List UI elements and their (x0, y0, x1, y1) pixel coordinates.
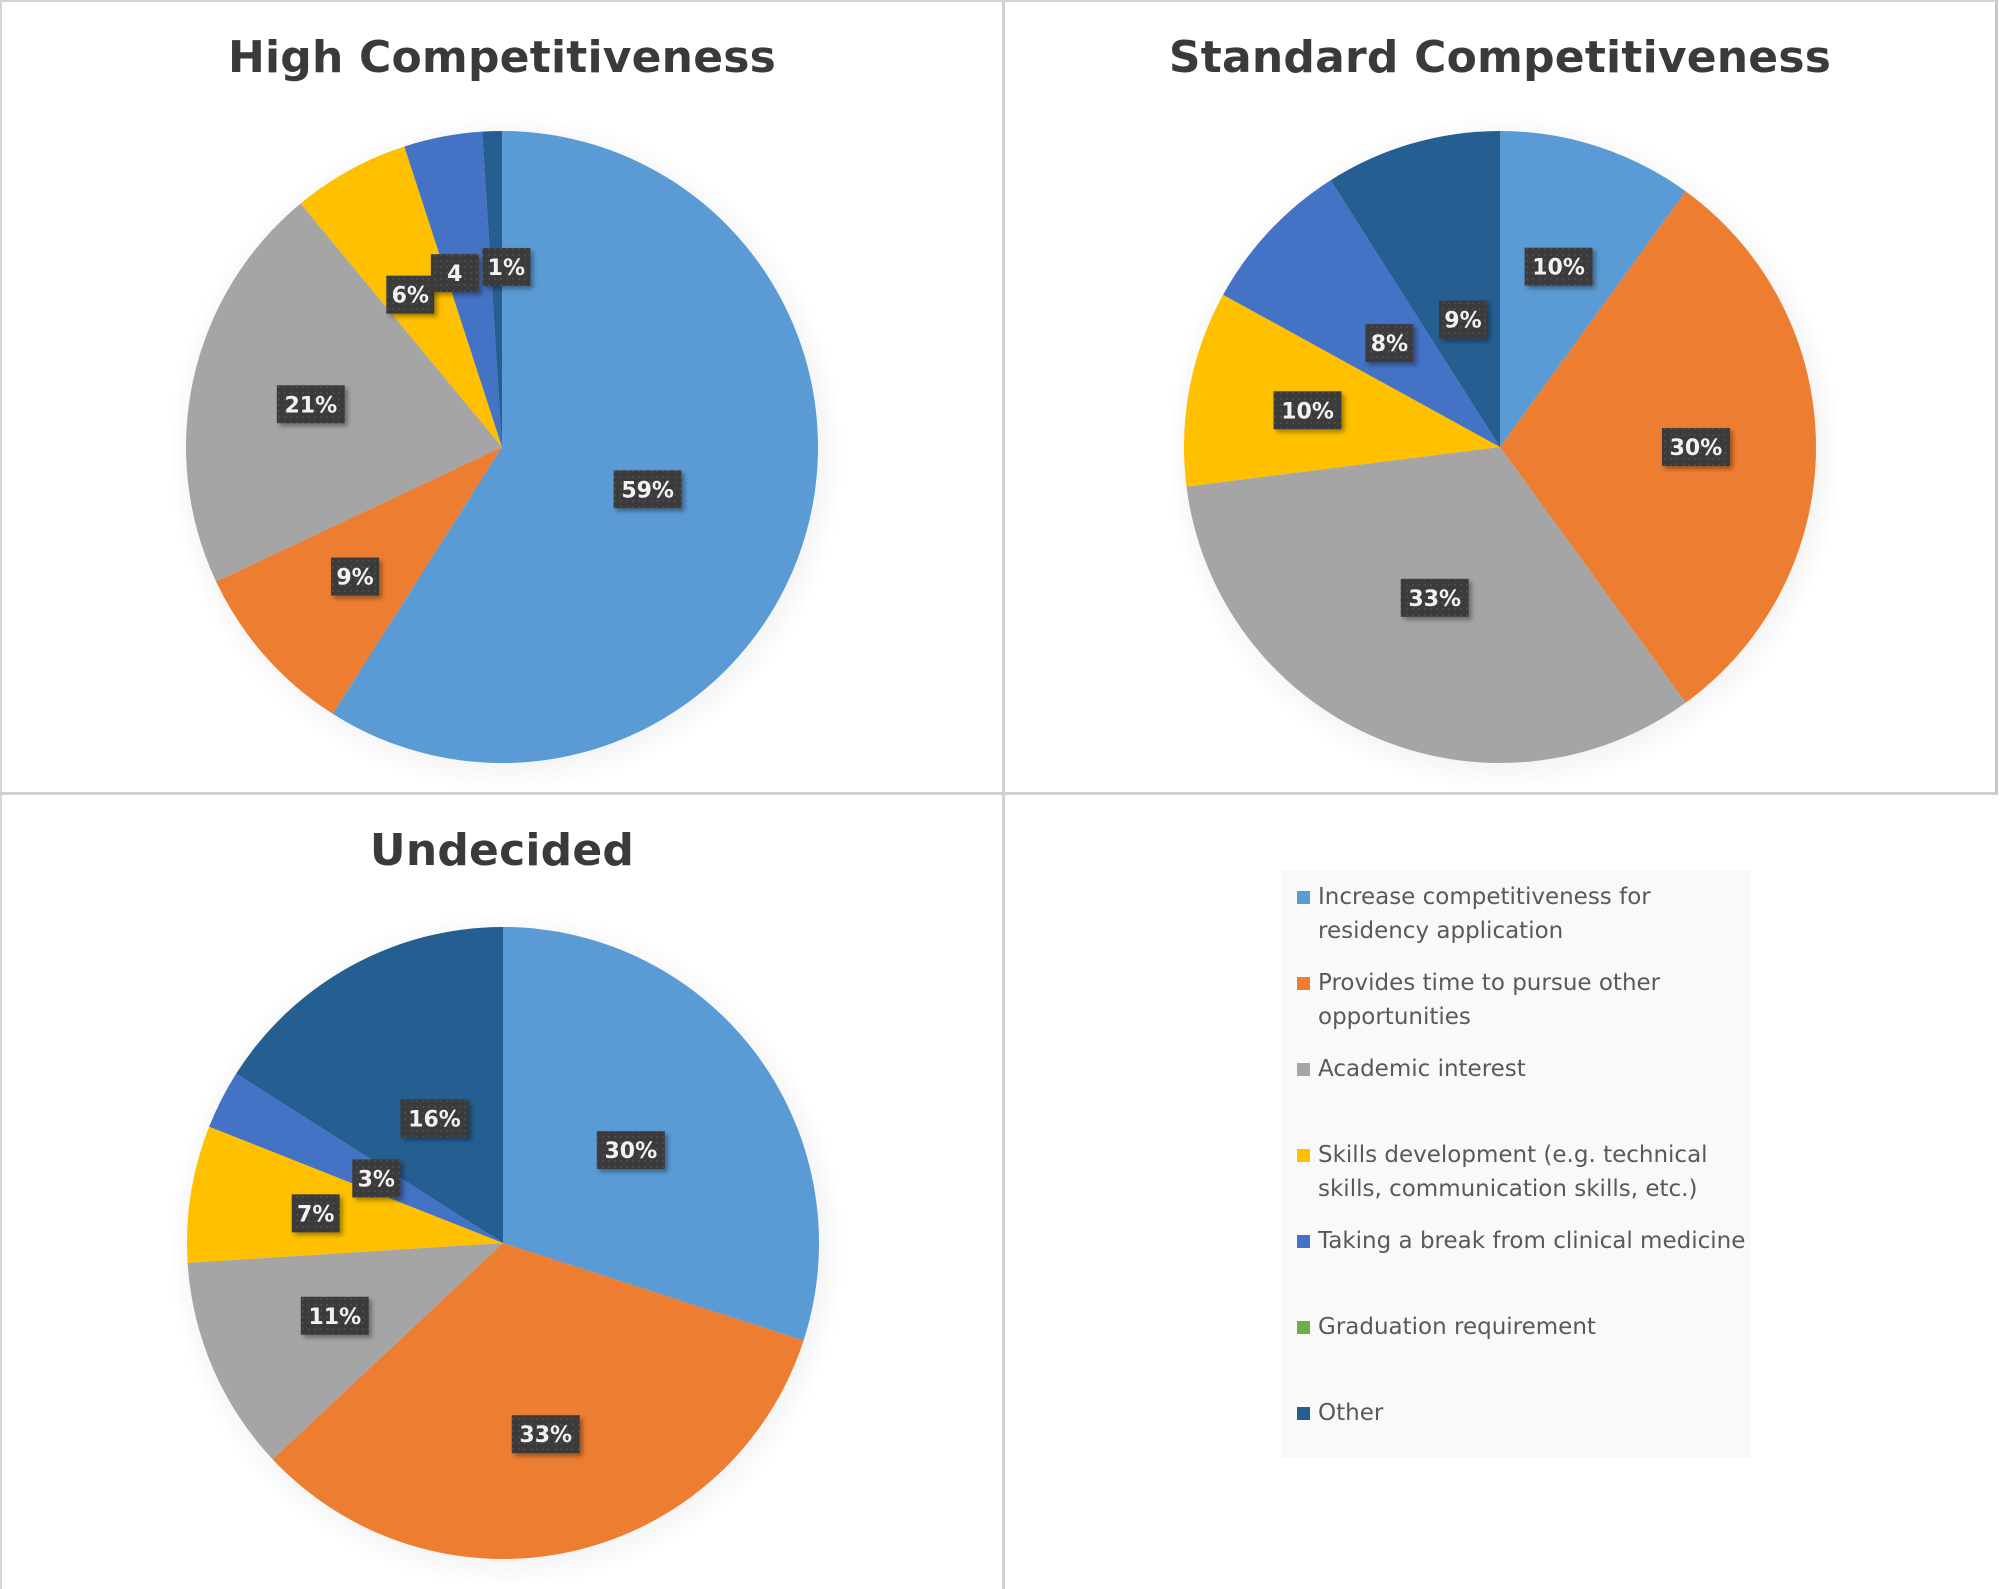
data-label-text: 30% (604, 1139, 657, 1164)
legend-item: Skills development (e.g. technical skill… (1297, 1138, 1747, 1206)
data-label: 9% (1438, 300, 1487, 339)
data-label-box (511, 1415, 580, 1454)
data-label-text: 8% (1371, 332, 1408, 357)
legend-swatch (1297, 1149, 1310, 1162)
pie-chart-2: 30% 33% 11% 7% 3% 16% (169, 911, 845, 1587)
data-label: 30% (1661, 428, 1730, 466)
legend-label: Increase competitiveness for residency a… (1318, 884, 1651, 944)
data-label-text: 9% (336, 566, 373, 591)
data-label-box (386, 275, 435, 314)
data-label-box (596, 1131, 665, 1170)
data-label-text: 16% (408, 1107, 461, 1132)
panel-legend: Increase competitiveness for residency a… (1002, 795, 2000, 1589)
data-label-box (1273, 391, 1342, 430)
data-label: 21% (276, 385, 345, 424)
legend-item: Academic interest (1297, 1052, 1747, 1086)
data-label-box (291, 1194, 340, 1233)
data-label: 16% (400, 1099, 469, 1138)
data-label-text: 3% (358, 1167, 395, 1192)
data-label-box (1400, 578, 1469, 617)
legend-label: Provides time to pursue other opportunit… (1318, 970, 1661, 1030)
data-label: 3% (352, 1159, 401, 1198)
data-label-text: 4 (447, 262, 462, 287)
pie-slice (187, 1126, 503, 1263)
legend-item: Graduation requirement (1297, 1310, 1747, 1344)
data-label: 10% (1273, 391, 1342, 430)
data-label-text: 21% (284, 393, 337, 418)
legend-label: Taking a break from clinical medicine (1318, 1228, 1746, 1254)
pie-slice (209, 1073, 504, 1243)
legend-label: Other (1318, 1400, 1384, 1426)
data-label-text: 30% (1670, 436, 1723, 461)
pie-slice (272, 1243, 804, 1559)
pie-slice (1500, 191, 1816, 703)
pie-slice (1184, 294, 1500, 487)
pie-slice (236, 927, 503, 1243)
data-label-box (1524, 247, 1593, 286)
legend-item: Provides time to pursue other opportunit… (1297, 966, 1747, 1034)
legend-swatch (1297, 1321, 1310, 1334)
legend-swatch (1297, 1407, 1310, 1420)
legend: Increase competitiveness for residency a… (1281, 870, 1751, 1458)
data-label-text: 7% (297, 1202, 334, 1227)
data-label-box (331, 557, 380, 596)
legend-item: Taking a break from clinical medicine (1297, 1224, 1747, 1258)
data-label: 4 (430, 254, 479, 293)
data-label-box (1438, 300, 1487, 339)
legend-swatch (1297, 977, 1310, 990)
pie-slice (332, 131, 818, 763)
data-label: 7% (291, 1194, 340, 1233)
data-label-text: 10% (1281, 399, 1334, 424)
legend-label: Academic interest (1318, 1056, 1526, 1082)
data-label-text: 9% (1444, 309, 1481, 334)
data-label: 6% (386, 275, 435, 314)
data-label-text: 33% (1408, 587, 1461, 612)
data-label-box (276, 385, 345, 424)
legend-swatch (1297, 1063, 1310, 1076)
legend-swatch (1297, 1235, 1310, 1248)
data-label-box (613, 470, 682, 509)
chart-title-standard-competitiveness: Standard Competitiveness (1168, 32, 1832, 83)
data-label: 59% (613, 470, 682, 509)
pie-slice (1330, 131, 1500, 447)
pie-chart-0: 59% 9% 21% 6% 4 1% (168, 115, 844, 791)
data-label-box (352, 1159, 401, 1198)
data-label-box (430, 254, 479, 293)
data-label: 33% (1400, 578, 1469, 617)
legend-label: Graduation requirement (1318, 1314, 1596, 1340)
pie-slice (187, 1243, 504, 1460)
data-label: 9% (331, 557, 380, 596)
pie-chart-1: 10% 30% 33% 10% 8% 9% (1166, 115, 1842, 791)
legend-swatch (1297, 891, 1310, 904)
data-label-text: 59% (621, 478, 674, 503)
legend-label: Skills development (e.g. technical skill… (1318, 1142, 1708, 1202)
legend-item: Other (1297, 1396, 1747, 1430)
data-label-box (300, 1296, 369, 1335)
data-label-box (482, 247, 531, 286)
data-label-box (1365, 324, 1414, 363)
legend-item: Increase competitiveness for residency a… (1297, 880, 1747, 948)
pie-slice (482, 131, 502, 447)
chart-title-high-competitiveness: High Competitiveness (227, 32, 777, 83)
data-label-text: 11% (308, 1305, 361, 1330)
data-label-text: 33% (519, 1423, 572, 1448)
chart-title-undecided: Undecided (369, 825, 635, 876)
data-label: 30% (596, 1131, 665, 1170)
data-label: 8% (1365, 324, 1414, 363)
pie-slice (1223, 180, 1500, 447)
data-label-text: 6% (392, 284, 429, 309)
pie-slice (1500, 131, 1686, 447)
data-label: 33% (511, 1415, 580, 1454)
data-label-box (1661, 428, 1730, 466)
data-label-text: 10% (1532, 256, 1585, 281)
data-label-box (400, 1099, 469, 1138)
data-label-text: 1% (488, 256, 525, 281)
data-label: 10% (1524, 247, 1593, 286)
data-label: 1% (482, 247, 531, 286)
data-label: 11% (300, 1296, 369, 1335)
